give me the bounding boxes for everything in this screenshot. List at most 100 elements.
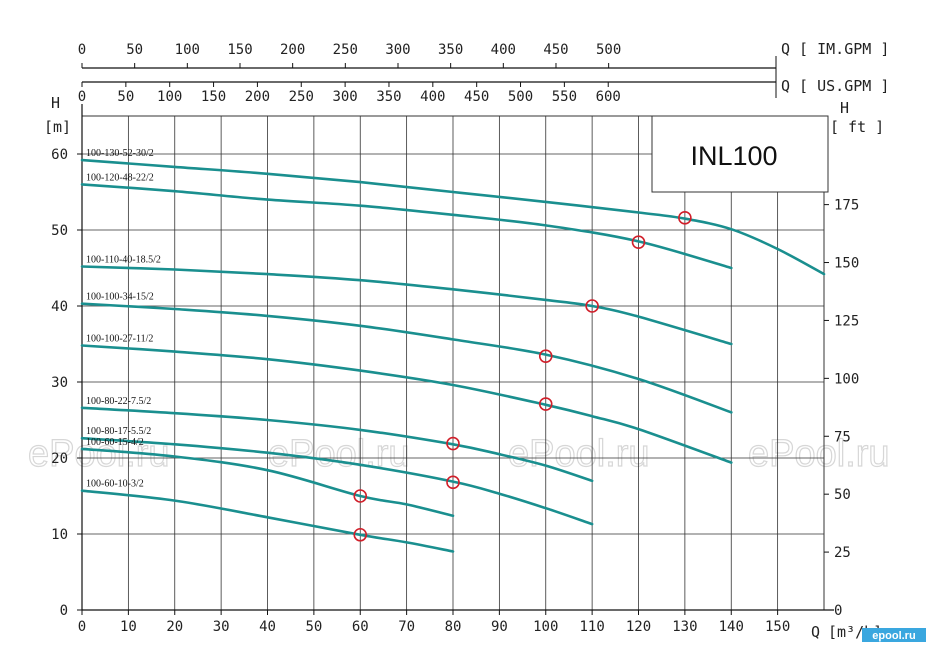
duty-point-4 [538, 349, 553, 363]
y-left-tick-label: 60 [51, 147, 68, 163]
watermark-text: ePool.ru [508, 433, 650, 475]
y-right-tick-label: 175 [834, 198, 859, 214]
y-right-tick-label: 75 [834, 429, 851, 445]
im-gpm-tick-label: 350 [438, 42, 463, 58]
us-gpm-tick-label: 300 [332, 89, 357, 105]
im-gpm-tick-label: 50 [126, 42, 143, 58]
x-tick-label: 60 [352, 619, 369, 635]
curve-label-8: 100-60-15-4/2 [86, 437, 144, 448]
duty-point-2 [631, 235, 646, 249]
model-title: INL100 [690, 141, 777, 171]
y-left-tick-label: 30 [51, 375, 68, 391]
im-gpm-tick-label: 0 [78, 42, 86, 58]
x-tick-label: 10 [120, 619, 137, 635]
duty-point-1 [678, 211, 692, 225]
corner-logo: epool.ru [862, 628, 926, 642]
y-right-tick-label: 100 [834, 371, 859, 387]
pump-curves [80, 158, 826, 553]
us-gpm-tick-label: 250 [289, 89, 314, 105]
y-right-tick-label: 50 [834, 487, 851, 503]
pump-curve-2 [80, 183, 733, 270]
y-left-title-unit: [m] [44, 118, 71, 136]
corner-logo-text: epool.ru [872, 630, 915, 642]
im-gpm-tick-label: 100 [175, 42, 200, 58]
pump-curve-8 [80, 447, 455, 518]
x-tick-label: 80 [445, 619, 462, 635]
pump-curve-6 [80, 406, 594, 483]
x-tick-label: 110 [579, 619, 604, 635]
x-tick-label: 100 [533, 619, 558, 635]
us-gpm-tick-label: 50 [117, 89, 134, 105]
x-tick-label: 150 [765, 619, 790, 635]
im-gpm-tick-label: 150 [227, 42, 252, 58]
im-gpm-axis-title: Q [ IM.GPM ] [781, 40, 889, 58]
y-right-tick-label: 25 [834, 545, 851, 561]
x-tick-label: 140 [719, 619, 744, 635]
y-right-tick-label: 0 [834, 603, 842, 619]
y-left-tick-label: 20 [51, 451, 68, 467]
curve-label-3: 100-110-40-18.5/2 [86, 254, 161, 265]
im-gpm-tick-label: 250 [333, 42, 358, 58]
us-gpm-tick-label: 350 [376, 89, 401, 105]
y-left-tick-label: 50 [51, 223, 68, 239]
im-gpm-tick-label: 500 [596, 42, 621, 58]
us-gpm-tick-label: 500 [508, 89, 533, 105]
us-gpm-tick-label: 100 [157, 89, 182, 105]
x-tick-label: 20 [166, 619, 183, 635]
duty-point-9 [353, 527, 368, 542]
duty-point-5 [538, 397, 553, 411]
pump-curve-9 [80, 489, 455, 553]
curve-label-9: 100-60-10-3/2 [86, 479, 144, 490]
x-tick-label: 30 [213, 619, 230, 635]
curve-label-1: 100-130-52-30/2 [86, 148, 154, 159]
pump-curve-5 [80, 344, 733, 464]
pump-curve-7 [80, 436, 594, 526]
us-gpm-tick-label: 0 [78, 89, 86, 105]
us-gpm-tick-label: 150 [201, 89, 226, 105]
curve-label-6: 100-80-22-7.5/2 [86, 396, 151, 407]
y-right-tick-label: 125 [834, 313, 859, 329]
x-tick-label: 130 [672, 619, 697, 635]
x-tick-label: 40 [259, 619, 276, 635]
duty-point-7 [446, 475, 460, 490]
watermark-text: ePool.ru [748, 433, 890, 475]
y-left-tick-label: 40 [51, 299, 68, 315]
pump-curve-4 [80, 302, 733, 414]
y-left-title-symbol: H [51, 94, 60, 112]
us-gpm-tick-label: 450 [464, 89, 489, 105]
x-tick-label: 120 [626, 619, 651, 635]
im-gpm-tick-label: 300 [385, 42, 410, 58]
axes: 0 10 20 30 40 50 60 70 80 90 100 110 120 130 140 150010… [44, 40, 889, 641]
curve-label-7: 100-80-17-5.5/2 [86, 426, 151, 437]
y-left-tick-label: 0 [60, 603, 68, 619]
y-right-title-symbol: H [840, 99, 849, 117]
duty-point-6 [446, 436, 460, 451]
pump-curve-3 [80, 265, 733, 346]
y-right-tick-label: 150 [834, 256, 859, 272]
x-tick-label: 70 [398, 619, 415, 635]
curve-label-2: 100-120-48-22/2 [86, 172, 154, 183]
us-gpm-tick-label: 600 [596, 89, 621, 105]
duty-point-8 [353, 489, 368, 503]
x-axis-title-q: Q [811, 623, 820, 641]
curve-labels: 100-130-52-30/2 100-120-48-22/2 100-110-40… [86, 148, 161, 490]
us-gpm-axis-title: Q [ US.GPM ] [781, 77, 889, 95]
us-gpm-tick-label: 550 [552, 89, 577, 105]
curve-label-4: 100-100-34-15/2 [86, 292, 154, 303]
x-tick-label: 0 [78, 619, 86, 635]
us-gpm-tick-label: 200 [245, 89, 270, 105]
grid-lines [82, 115, 825, 610]
us-gpm-tick-label: 400 [420, 89, 445, 105]
im-gpm-tick-label: 200 [280, 42, 305, 58]
pump-curve-1 [80, 158, 826, 276]
duty-point-3 [585, 299, 599, 313]
x-tick-label: 90 [491, 619, 508, 635]
x-tick-label: 50 [305, 619, 322, 635]
y-left-tick-label: 10 [51, 527, 68, 543]
y-right-title-unit: [ ft ] [830, 118, 884, 136]
curve-label-5: 100-100-27-11/2 [86, 334, 153, 345]
im-gpm-tick-label: 400 [491, 42, 516, 58]
duty-points [353, 211, 692, 542]
model-box: INL100 [651, 115, 829, 193]
